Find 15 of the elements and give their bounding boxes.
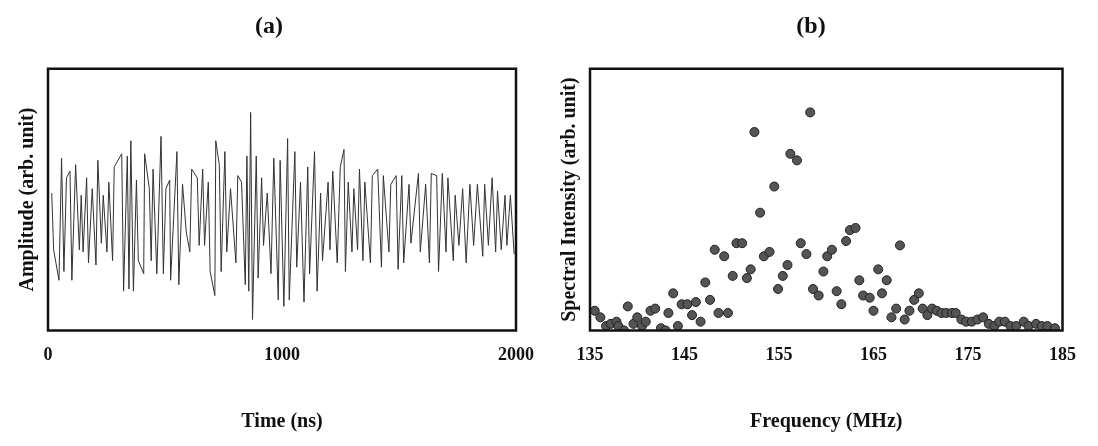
x-tick-label: 185 [1049,343,1076,364]
x-tick-label: 2000 [498,343,534,364]
x-tick-label: 1000 [264,343,300,364]
x-tick-label: 155 [765,343,793,364]
x-tick-label: 135 [576,343,604,364]
x-axis-title: Time (ns) [241,409,323,433]
chart-title: (a) [255,11,283,38]
x-tick-label: 0 [43,343,53,364]
chart-title: (b) [796,11,826,38]
x-tick-label: 145 [671,343,698,364]
x-tick-label: 165 [860,343,887,364]
x-axis-title: Frequency (MHz) [750,409,903,433]
y-axis-title: Spectral Intensity (arb. unit) [557,77,581,322]
y-axis-title: Amplitude (arb. unit) [15,107,39,292]
x-tick-label: 175 [954,343,982,364]
